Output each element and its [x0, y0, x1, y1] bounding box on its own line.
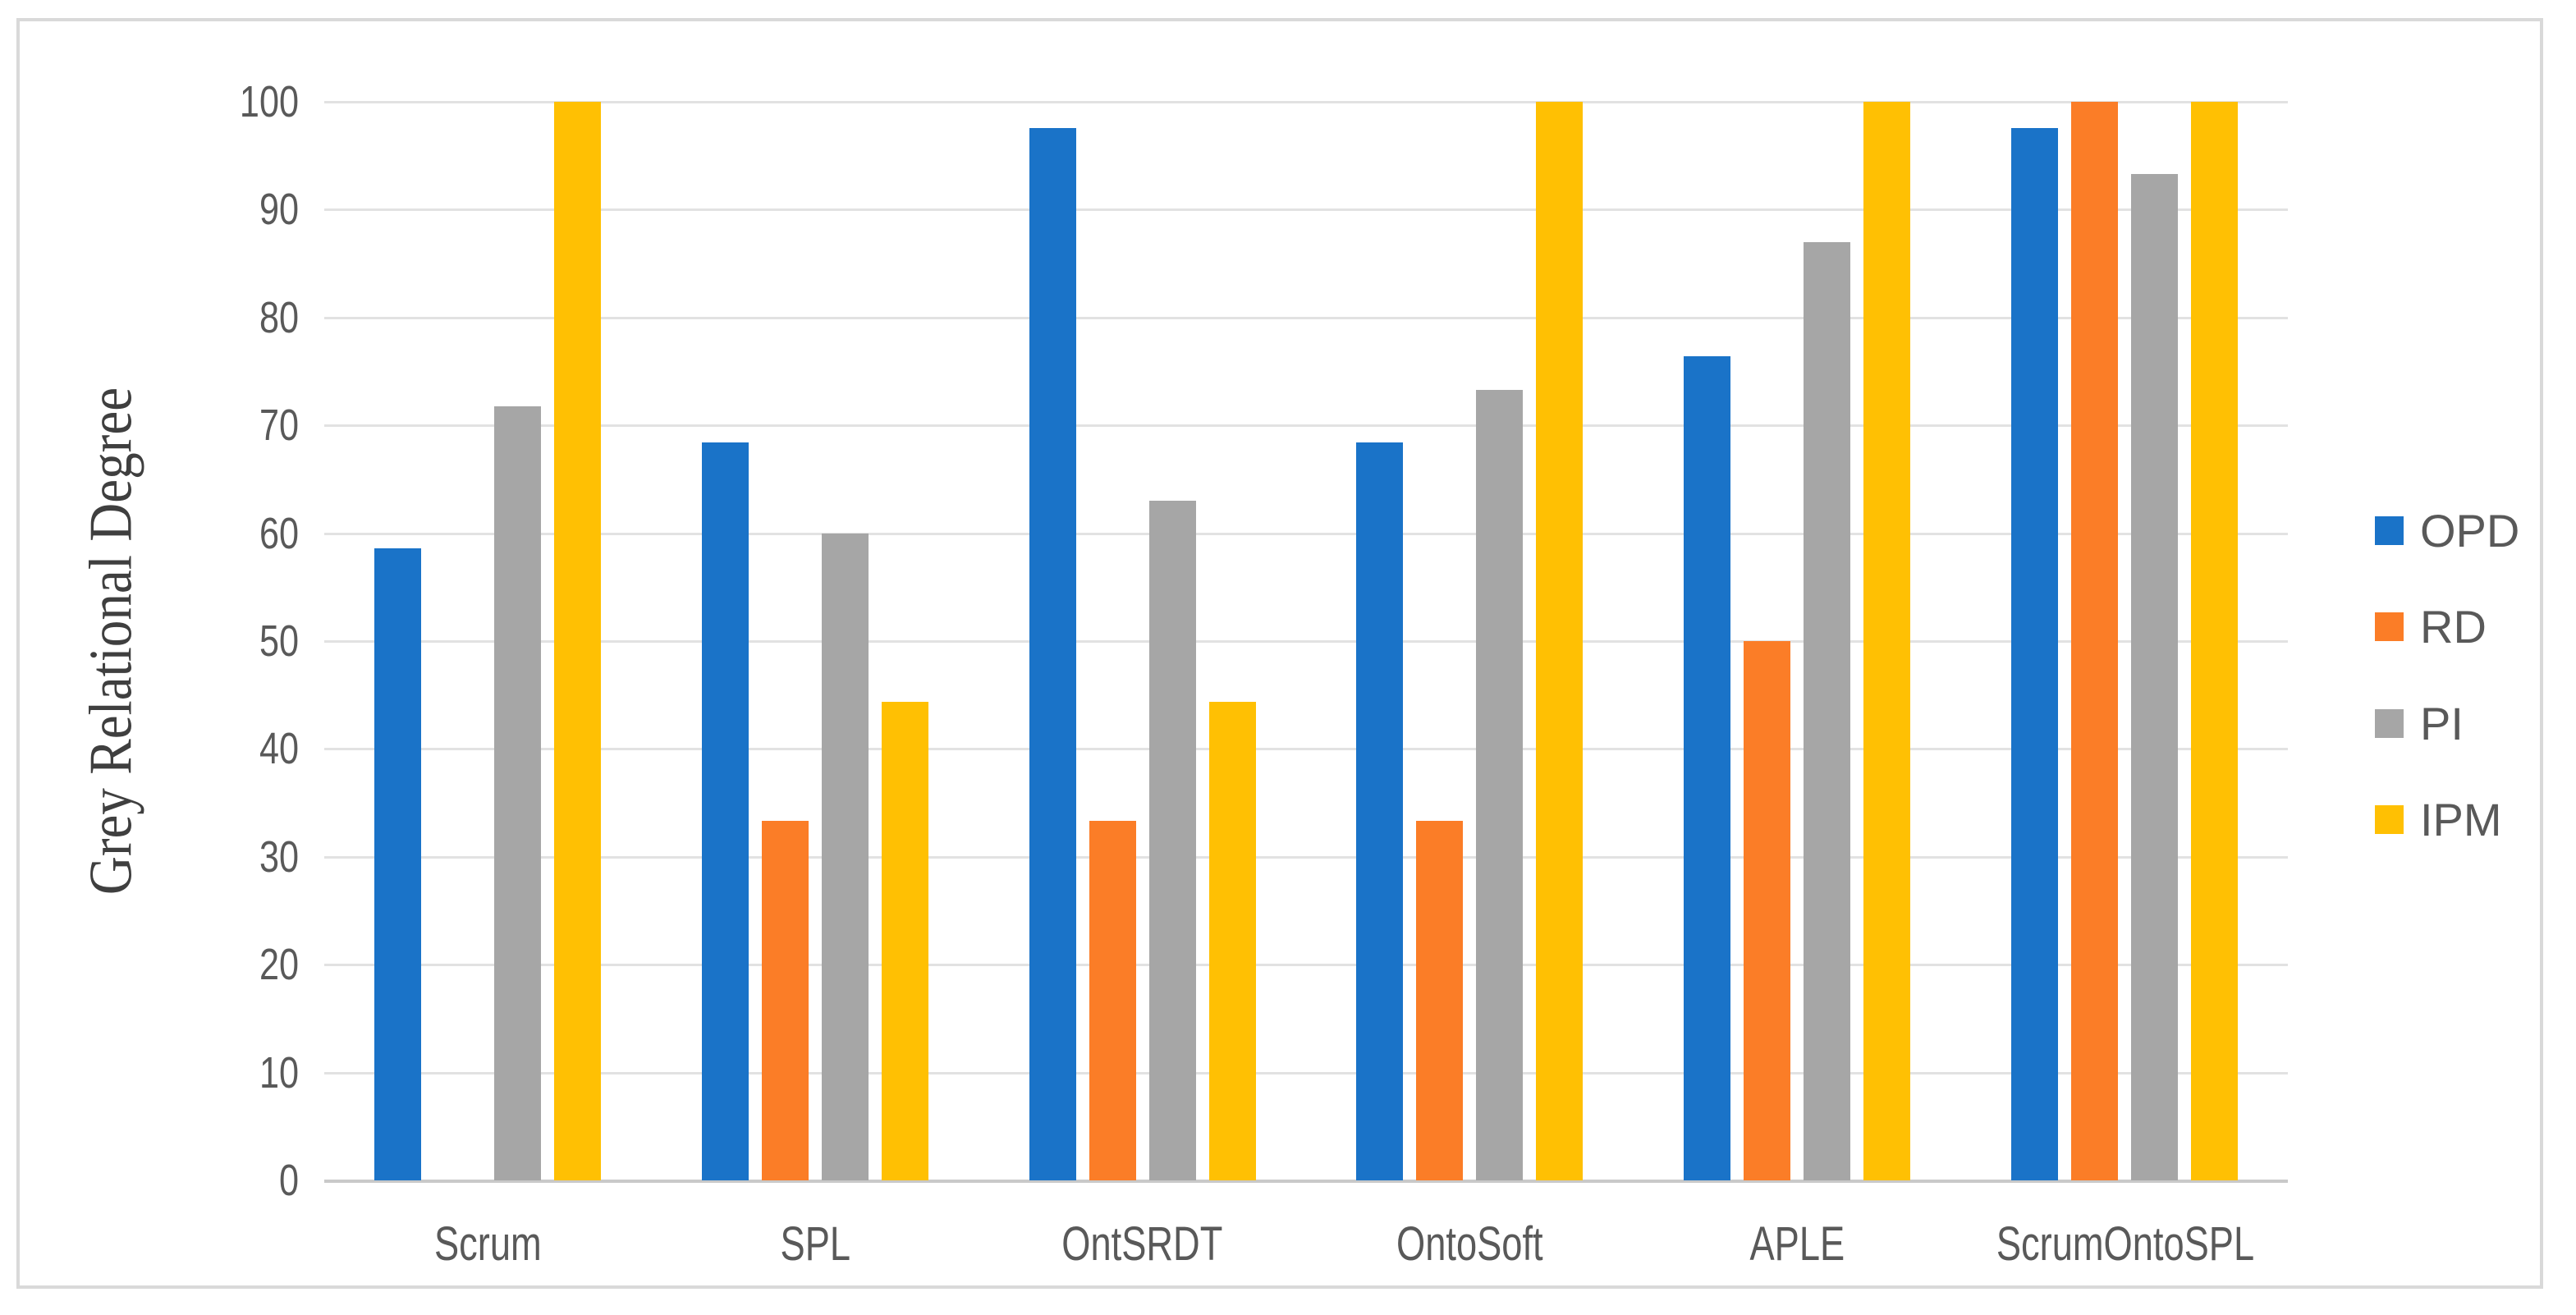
- bar-IPM-SPL: [882, 701, 928, 1180]
- y-tick-label: 100: [239, 77, 299, 126]
- gridline: [324, 424, 2288, 428]
- gridline: [324, 748, 2288, 751]
- y-tick-label: 10: [259, 1047, 299, 1097]
- bar-OPD-OntSRDT: [1029, 127, 1076, 1180]
- bar-RD-OntSRDT: [1089, 821, 1136, 1180]
- y-tick-label: 80: [259, 292, 299, 342]
- category-group-ScrumOntoSPL: [1960, 102, 2288, 1180]
- legend-swatch-RD: [2375, 612, 2404, 641]
- chart-frame: Grey Relational Degree 0 10 20 30 40 50 60 70 80…: [16, 18, 2543, 1289]
- bar-IPM-OntSRDT: [1208, 701, 1256, 1180]
- bar-RD-ScrumOntoSPL: [2070, 102, 2118, 1180]
- bar-RD-APLE: [1744, 641, 1791, 1180]
- legend-label-OPD: OPD: [2420, 504, 2520, 557]
- bar-columns: [324, 102, 2288, 1180]
- bar-OPD-SPL: [702, 442, 749, 1180]
- bar-PI-Scrum: [494, 405, 542, 1180]
- category-label-ScrumOntoSPL: ScrumOntoSPL: [1996, 1217, 2255, 1271]
- gridline: [324, 316, 2288, 319]
- legend-label-IPM: IPM: [2420, 794, 2502, 845]
- bar-PI-APLE: [1804, 241, 1851, 1180]
- legend-label-PI: PI: [2420, 697, 2464, 749]
- x-axis-line: [324, 1180, 2288, 1183]
- category-group-OntSRDT: [979, 102, 1306, 1180]
- bar-OPD-APLE: [1684, 356, 1731, 1180]
- y-tick-label: 40: [259, 724, 299, 774]
- bar-OPD-Scrum: [374, 548, 422, 1180]
- bar-OPD-OntoSoft: [1356, 442, 1404, 1180]
- legend-swatch-IPM: [2375, 805, 2404, 834]
- category-label-APLE: APLE: [1749, 1217, 1845, 1271]
- category-label-OntSRDT: OntSRDT: [1061, 1217, 1223, 1271]
- gridline: [324, 532, 2288, 535]
- bar-RD-SPL: [762, 821, 809, 1180]
- bar-IPM-APLE: [1863, 102, 1911, 1180]
- gridline: [324, 101, 2288, 103]
- y-tick-label: 50: [259, 616, 299, 666]
- bar-IPM-Scrum: [554, 102, 602, 1180]
- bar-PI-SPL: [822, 533, 869, 1180]
- bar-PI-OntoSoft: [1476, 389, 1524, 1180]
- legend-label-RD: RD: [2420, 601, 2487, 653]
- gridline: [324, 1071, 2288, 1074]
- category-label-Scrum: Scrum: [433, 1217, 542, 1271]
- category-group-OntoSoft: [1306, 102, 1634, 1180]
- bar-PI-OntSRDT: [1148, 501, 1196, 1180]
- bar-RD-OntoSoft: [1416, 821, 1464, 1180]
- bar-IPM-ScrumOntoSPL: [2190, 102, 2238, 1180]
- gridline: [324, 208, 2288, 212]
- legend: OPD RD PI IPM: [2375, 21, 2576, 1285]
- bar-OPD-ScrumOntoSPL: [2010, 127, 2058, 1180]
- y-tick-label: 90: [259, 185, 299, 235]
- y-tick-label: 30: [259, 832, 299, 882]
- legend-item-RD: RD: [2375, 598, 2487, 656]
- y-tick-label: 20: [259, 940, 299, 990]
- bar-IPM-OntoSoft: [1536, 102, 1584, 1180]
- category-label-SPL: SPL: [780, 1217, 850, 1271]
- y-tick-label: 60: [259, 508, 299, 558]
- y-tick-label: 0: [278, 1156, 299, 1205]
- category-group-APLE: [1634, 102, 1961, 1180]
- y-tick-label: 70: [259, 401, 299, 451]
- category-label-OntoSoft: OntoSoft: [1396, 1217, 1543, 1271]
- legend-item-OPD: OPD: [2375, 502, 2519, 559]
- category-group-SPL: [652, 102, 979, 1180]
- category-group-Scrum: [324, 102, 652, 1180]
- gridline: [324, 964, 2288, 967]
- plot-area: [324, 101, 2288, 1183]
- gridline: [324, 640, 2288, 643]
- bar-PI-ScrumOntoSPL: [2130, 174, 2178, 1180]
- legend-item-IPM: IPM: [2375, 791, 2502, 849]
- gridline: [324, 855, 2288, 859]
- legend-item-PI: PI: [2375, 694, 2464, 752]
- legend-swatch-PI: [2375, 708, 2404, 738]
- legend-swatch-OPD: [2375, 515, 2404, 545]
